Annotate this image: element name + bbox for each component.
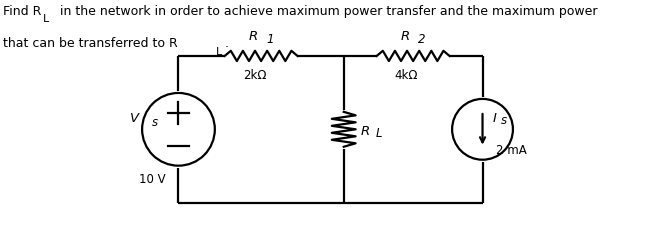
Text: 10 V: 10 V [139, 173, 165, 186]
Text: 2 mA: 2 mA [496, 144, 527, 157]
Text: R: R [360, 125, 369, 138]
Text: 2kΩ: 2kΩ [243, 69, 266, 82]
Text: R: R [249, 30, 258, 43]
Text: L: L [43, 14, 49, 24]
Text: I: I [492, 112, 496, 125]
Text: s: s [152, 116, 158, 129]
Text: L: L [216, 47, 222, 57]
Text: L: L [375, 127, 382, 140]
Text: Find R: Find R [3, 5, 42, 18]
Text: V: V [130, 112, 139, 125]
Text: that can be transferred to R: that can be transferred to R [3, 37, 178, 50]
Text: 2: 2 [418, 33, 426, 46]
Text: 4kΩ: 4kΩ [395, 69, 418, 82]
Text: s: s [501, 114, 507, 127]
Text: .: . [225, 37, 229, 50]
Text: R: R [401, 30, 410, 43]
Text: in the network in order to achieve maximum power transfer and the maximum power: in the network in order to achieve maxim… [56, 5, 598, 18]
Text: 1: 1 [266, 33, 274, 46]
